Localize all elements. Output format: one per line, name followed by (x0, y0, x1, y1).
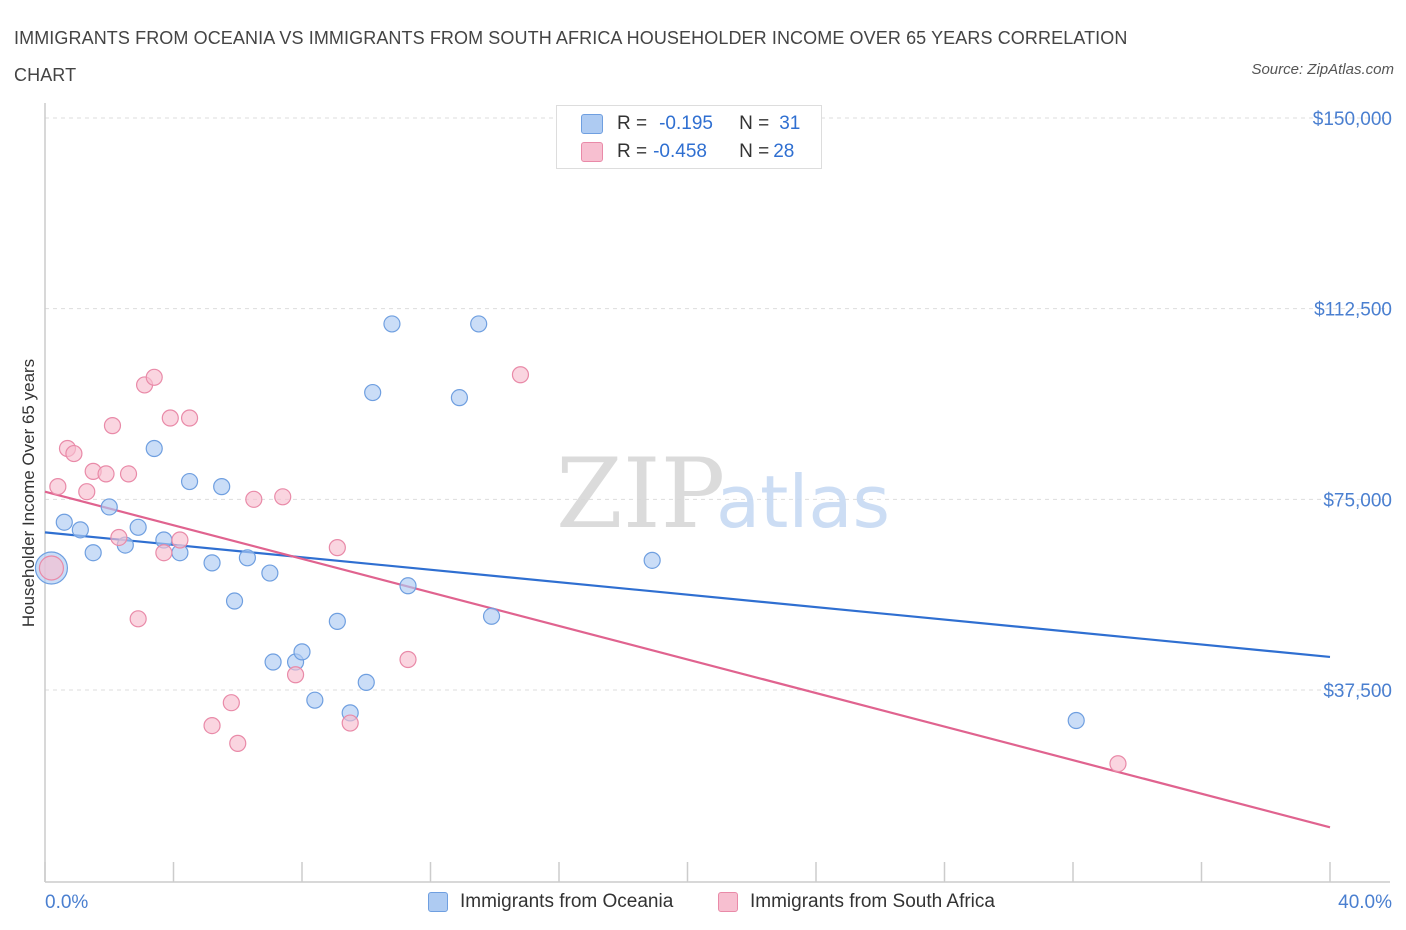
x-tick-label: 0.0% (45, 892, 88, 913)
stats-legend: R = -0.195 N = 31 R = -0.458 N = 28 (556, 105, 822, 169)
watermark: ZIP atlas (556, 438, 890, 550)
point-south-africa (245, 490, 263, 508)
y-tick-label: $112,500 (1314, 300, 1392, 321)
point-south-africa (161, 409, 179, 427)
point-oceania (84, 544, 102, 562)
source-label: Source: ZipAtlas.com (1251, 61, 1394, 78)
watermark-zip: ZIP (556, 438, 725, 550)
legend-swatch-oceania (428, 892, 448, 912)
point-south-africa (511, 366, 530, 384)
point-oceania (203, 554, 221, 572)
point-oceania (213, 478, 231, 496)
y-tick-labels: $37,500 $75,000 $112,500 $150,000 (1313, 109, 1392, 702)
point-south-africa (286, 666, 305, 684)
point-oceania (238, 549, 256, 567)
point-south-africa (110, 528, 128, 547)
legend-item-south-africa: Immigrants from South Africa (718, 889, 995, 915)
point-oceania (470, 315, 488, 333)
r-value: -0.195 (659, 113, 713, 134)
point-oceania (328, 612, 346, 630)
point-south-africa (155, 544, 173, 562)
y-tick-label: $37,500 (1323, 681, 1392, 702)
point-oceania (357, 673, 375, 691)
data-points (34, 315, 1127, 773)
legend-item-oceania: Immigrants from Oceania (428, 889, 673, 915)
point-south-africa (97, 465, 115, 483)
point-oceania (100, 498, 118, 516)
point-oceania (261, 564, 279, 582)
point-south-africa (145, 368, 163, 386)
point-south-africa (129, 610, 147, 628)
point-oceania (482, 607, 501, 625)
point-oceania (399, 577, 417, 595)
point-south-africa (274, 488, 292, 506)
n-label: N = (739, 141, 770, 162)
point-oceania (1067, 711, 1085, 730)
point-oceania (306, 691, 324, 709)
point-south-africa (180, 409, 199, 427)
point-oceania (225, 592, 244, 610)
point-oceania (364, 383, 382, 402)
point-oceania (71, 521, 89, 539)
point-south-africa (49, 478, 67, 496)
y-tick-label: $75,000 (1323, 490, 1392, 511)
point-oceania (293, 643, 311, 661)
stats-row-south-africa: R = -0.458 N = 28 (581, 138, 794, 166)
swatch-south-africa (581, 142, 603, 162)
n-label: N = (739, 113, 770, 134)
r-label: R = (617, 141, 648, 162)
point-south-africa (399, 650, 417, 669)
legend-label-oceania: Immigrants from Oceania (460, 891, 674, 912)
gridlines (45, 117, 1390, 691)
point-oceania (450, 389, 469, 407)
point-south-africa (341, 714, 359, 732)
point-oceania (145, 439, 163, 458)
point-oceania (643, 551, 661, 569)
r-label: R = (617, 113, 648, 134)
point-south-africa (1109, 755, 1127, 773)
point-oceania (264, 653, 282, 671)
point-south-africa (328, 539, 346, 557)
point-south-africa (229, 734, 247, 752)
chart-title: IMMIGRANTS FROM OCEANIA VS IMMIGRANTS FR… (14, 28, 1128, 85)
stats-row-oceania: R = -0.195 N = 31 (581, 110, 800, 138)
legend-swatch-south-africa (718, 892, 738, 912)
n-value: 28 (773, 141, 795, 162)
y-axis-label: Householder Income Over 65 years (19, 359, 38, 627)
point-south-africa (222, 694, 240, 712)
r-value: -0.458 (653, 141, 707, 162)
watermark-atlas: atlas (716, 460, 890, 544)
x-tick-label: 40.0% (1338, 892, 1392, 913)
point-south-africa (203, 716, 221, 735)
point-south-africa (65, 444, 83, 463)
point-oceania (55, 513, 73, 531)
point-south-africa (171, 531, 189, 549)
point-oceania (129, 518, 147, 536)
x-tick-labels: 0.0% 40.0% (45, 892, 1392, 913)
point-south-africa (38, 555, 65, 581)
legend-label-south-africa: Immigrants from South Africa (750, 891, 995, 912)
swatch-oceania (581, 114, 603, 134)
trend-line-oceania (44, 531, 1331, 659)
point-south-africa (119, 465, 138, 483)
point-south-africa (103, 417, 122, 435)
point-south-africa (78, 483, 96, 501)
n-value: 31 (779, 113, 801, 134)
point-oceania (180, 472, 199, 491)
y-tick-label: $150,000 (1313, 109, 1392, 130)
point-oceania (383, 315, 401, 333)
